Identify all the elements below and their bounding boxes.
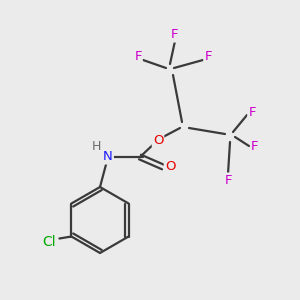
Text: O: O [165,160,175,173]
Text: O: O [153,134,163,146]
Text: Cl: Cl [43,235,56,248]
Text: F: F [171,28,179,41]
Text: F: F [204,50,212,64]
Text: F: F [251,140,259,154]
Text: H: H [91,140,101,154]
Text: F: F [224,173,232,187]
Text: F: F [248,106,256,118]
Text: F: F [134,50,142,64]
Text: N: N [103,151,113,164]
